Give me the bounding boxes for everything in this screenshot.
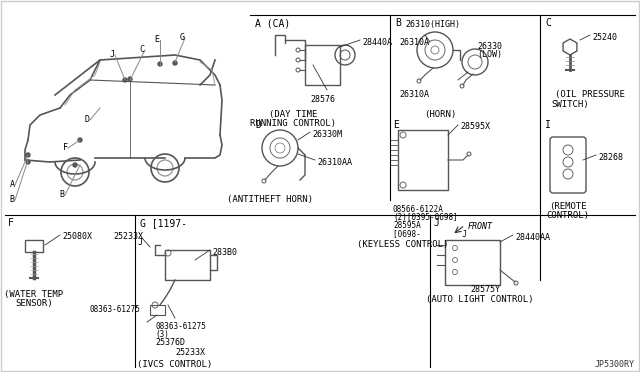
Text: SWITCH): SWITCH): [551, 100, 589, 109]
Text: J: J: [138, 238, 143, 247]
Text: (KEYLESS CONTROL): (KEYLESS CONTROL): [357, 240, 449, 249]
Text: J: J: [433, 218, 439, 228]
Bar: [398, 130, 448, 190]
Text: D: D: [84, 115, 90, 124]
Text: [0698-         J: [0698- J: [393, 229, 467, 238]
Circle shape: [173, 61, 177, 65]
Text: B: B: [395, 18, 401, 28]
Text: RUNNING CONTROL): RUNNING CONTROL): [250, 119, 336, 128]
Text: 26330M: 26330M: [312, 130, 342, 139]
Text: 26310AA: 26310AA: [317, 158, 352, 167]
Text: 26310(HIGH): 26310(HIGH): [405, 20, 460, 29]
Text: 28595A: 28595A: [393, 221, 420, 230]
Text: 28575Y: 28575Y: [470, 285, 500, 294]
Text: E: E: [393, 120, 399, 130]
Text: E: E: [154, 35, 159, 44]
Text: I: I: [545, 120, 551, 130]
Text: A (CA): A (CA): [255, 18, 291, 28]
Text: 26310A: 26310A: [399, 90, 429, 99]
Circle shape: [78, 138, 82, 142]
Circle shape: [158, 62, 162, 66]
Text: FRONT: FRONT: [468, 222, 493, 231]
Text: 26310A: 26310A: [399, 38, 429, 47]
Text: 08363-61275: 08363-61275: [155, 322, 206, 331]
Text: (2)[0395-0698]: (2)[0395-0698]: [393, 213, 458, 222]
Bar: [445, 240, 500, 285]
Text: 25376D: 25376D: [155, 338, 185, 347]
Text: (REMOTE: (REMOTE: [549, 202, 587, 211]
Text: (OIL PRESSURE: (OIL PRESSURE: [555, 90, 625, 99]
Circle shape: [128, 77, 132, 81]
Bar: [390, 140, 398, 145]
Circle shape: [73, 163, 77, 167]
Text: A: A: [10, 180, 15, 189]
Text: (HORN): (HORN): [424, 110, 456, 119]
Bar: [390, 160, 398, 165]
Text: (LOW): (LOW): [477, 50, 502, 59]
Text: (AUTO LIGHT CONTROL): (AUTO LIGHT CONTROL): [426, 295, 534, 304]
Circle shape: [26, 153, 30, 157]
Text: G: G: [179, 32, 184, 42]
Text: D: D: [255, 120, 261, 130]
Text: 26330: 26330: [477, 42, 502, 51]
Text: 25233X: 25233X: [113, 232, 143, 241]
Text: SENSOR): SENSOR): [15, 299, 53, 308]
Text: J: J: [109, 49, 115, 58]
Text: 28440AA: 28440AA: [515, 233, 550, 242]
Text: F: F: [8, 218, 14, 228]
Bar: [165, 250, 210, 280]
Text: 28576: 28576: [310, 95, 335, 104]
Text: C: C: [545, 18, 551, 28]
Circle shape: [26, 160, 30, 164]
Text: 28268: 28268: [598, 153, 623, 162]
Text: 28595X: 28595X: [460, 122, 490, 131]
Text: 25240: 25240: [592, 33, 617, 42]
Text: 25233X: 25233X: [175, 348, 205, 357]
Text: (DAY TIME: (DAY TIME: [269, 110, 317, 119]
Text: (ANTITHEFT HORN): (ANTITHEFT HORN): [227, 195, 313, 204]
Text: F: F: [63, 142, 67, 151]
Text: (IVCS CONTROL): (IVCS CONTROL): [138, 360, 212, 369]
Text: 25080X: 25080X: [62, 232, 92, 241]
Bar: [25, 240, 43, 252]
Text: (WATER TEMP: (WATER TEMP: [4, 290, 63, 299]
Text: B: B: [60, 189, 65, 199]
Text: 08363-61275: 08363-61275: [89, 305, 140, 314]
Bar: [150, 305, 165, 315]
Bar: [390, 150, 398, 155]
Text: 28440A: 28440A: [362, 38, 392, 47]
Text: C: C: [140, 45, 145, 54]
Text: JP5300RY: JP5300RY: [595, 360, 635, 369]
Text: B: B: [10, 195, 15, 203]
Text: G [1197-: G [1197-: [140, 218, 187, 228]
Text: (3): (3): [155, 330, 169, 339]
Text: 08566-6122A: 08566-6122A: [393, 205, 444, 214]
Circle shape: [123, 78, 127, 82]
Text: CONTROL): CONTROL): [547, 211, 589, 220]
Bar: [305, 45, 340, 85]
Text: 283B0: 283B0: [212, 248, 237, 257]
